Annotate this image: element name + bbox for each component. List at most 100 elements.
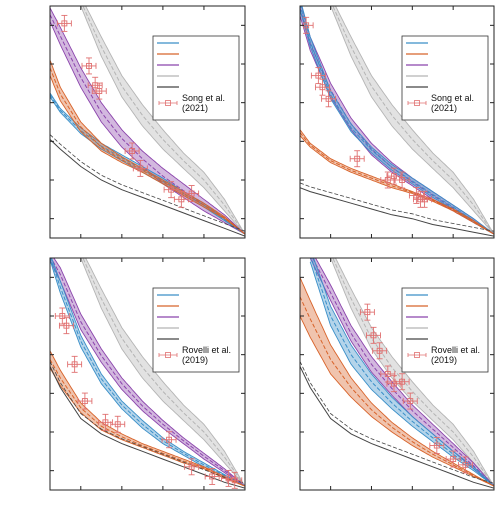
aquorg-band: [300, 277, 494, 487]
data-point: [184, 458, 200, 476]
data-point: [366, 326, 381, 344]
data-point: [386, 375, 402, 393]
chart-panel: Song et al.(2021): [299, 5, 495, 239]
plot-area: [50, 258, 245, 489]
legend-box: [401, 287, 489, 373]
sucrose-lower-line: [330, 6, 494, 235]
data-point: [58, 317, 74, 335]
legend-box: [401, 35, 489, 121]
data-point: [402, 392, 418, 410]
sucrose-lower-line: [80, 258, 245, 487]
legend: Song et al.(2021): [401, 35, 489, 121]
plot-area: [50, 6, 245, 237]
legend-label-source: Rovelli et al.: [431, 345, 480, 355]
axes-frame: [49, 257, 246, 491]
aquorg-band: [50, 350, 245, 487]
ca-no3-2-line: [50, 139, 245, 237]
zsr-upper-line: [53, 258, 245, 487]
data-point: [394, 373, 410, 391]
sucrose-center-line: [332, 258, 494, 487]
aquorg-upper-line: [300, 129, 494, 235]
aquorg-lower-line: [50, 75, 245, 235]
legend-box: [152, 287, 240, 373]
data-point: [315, 78, 330, 96]
aquorg-center-line: [50, 67, 245, 235]
sucrose-upper-line: [85, 258, 245, 487]
data-point: [56, 14, 72, 32]
plot-area: [300, 258, 494, 489]
data-point: [204, 468, 220, 485]
legend-marker: [407, 100, 427, 106]
aquelec-center-line: [310, 258, 494, 487]
sucrose-center-line: [82, 258, 245, 487]
legend-box: [152, 35, 240, 121]
data-point: [445, 450, 461, 468]
legend-label-year: (2019): [431, 355, 457, 365]
data-point: [91, 82, 107, 100]
legend: Song et al.(2021): [152, 35, 240, 121]
zsr-upper-line: [315, 258, 494, 487]
data-point: [221, 469, 237, 487]
sucrose-band: [80, 6, 245, 235]
data-point: [67, 355, 83, 373]
sucrose-band: [80, 258, 245, 487]
aquelec-center-line: [300, 6, 494, 235]
mg-no3-2-dashed-line: [300, 182, 494, 232]
nano3-line: [300, 366, 494, 489]
data-point: [417, 190, 433, 208]
legend-marker: [407, 352, 427, 358]
aquorg-lower-line: [300, 135, 494, 235]
aquorg-upper-line: [300, 277, 494, 487]
data-point: [380, 171, 396, 189]
sucrose-center-line: [82, 6, 245, 235]
legend-label-source: Song et al.: [431, 93, 474, 103]
plot-area: [300, 6, 494, 237]
legend: Rovelli et al.(2019): [152, 287, 240, 373]
zsr-lower-line: [50, 259, 245, 487]
axes-frame: [299, 5, 495, 239]
nano3-dashed-line: [300, 361, 494, 484]
sucrose-band: [330, 6, 494, 235]
data-point: [310, 67, 326, 85]
legend-label-year: (2021): [431, 103, 457, 113]
axes-frame: [49, 5, 246, 239]
nano3-dashed-line: [50, 361, 245, 484]
aquorg-center-line: [300, 132, 494, 235]
data-point: [77, 392, 93, 410]
legend-label-year: (2021): [182, 103, 208, 113]
aquorg-lower-line: [300, 315, 494, 487]
aquorg-band: [300, 129, 494, 235]
sucrose-lower-line: [80, 6, 245, 235]
sucrose-band: [330, 258, 494, 487]
nano3-line: [50, 366, 245, 489]
data-point: [408, 187, 424, 204]
data-point: [227, 471, 243, 489]
aquelec-upper-line: [313, 258, 494, 487]
data-point: [429, 437, 445, 454]
data-point: [81, 57, 97, 75]
data-point: [184, 185, 200, 202]
sucrose-upper-line: [334, 6, 494, 235]
aquelec-center-line: [50, 94, 245, 235]
data-point: [394, 171, 410, 189]
axes-frame: [299, 257, 495, 491]
data-point: [161, 431, 177, 449]
sucrose-upper-line: [334, 258, 494, 487]
chart-panel: Rovelli et al.(2019): [299, 257, 495, 491]
data-point: [359, 303, 375, 321]
data-point: [386, 167, 402, 185]
data-point: [321, 90, 337, 108]
ca-no3-2-dashed-line: [50, 134, 245, 232]
zsr-center-line: [50, 258, 245, 487]
aquorg-center-line: [300, 296, 494, 487]
legend-marker: [158, 100, 178, 106]
data-point: [132, 159, 148, 177]
aquelec-upper-line: [51, 258, 245, 487]
legend-label-year: (2019): [182, 355, 208, 365]
data-point: [124, 142, 140, 160]
mg-no3-2-line: [300, 187, 494, 237]
data-point: [173, 190, 189, 208]
zsr-lower-line: [309, 258, 494, 487]
